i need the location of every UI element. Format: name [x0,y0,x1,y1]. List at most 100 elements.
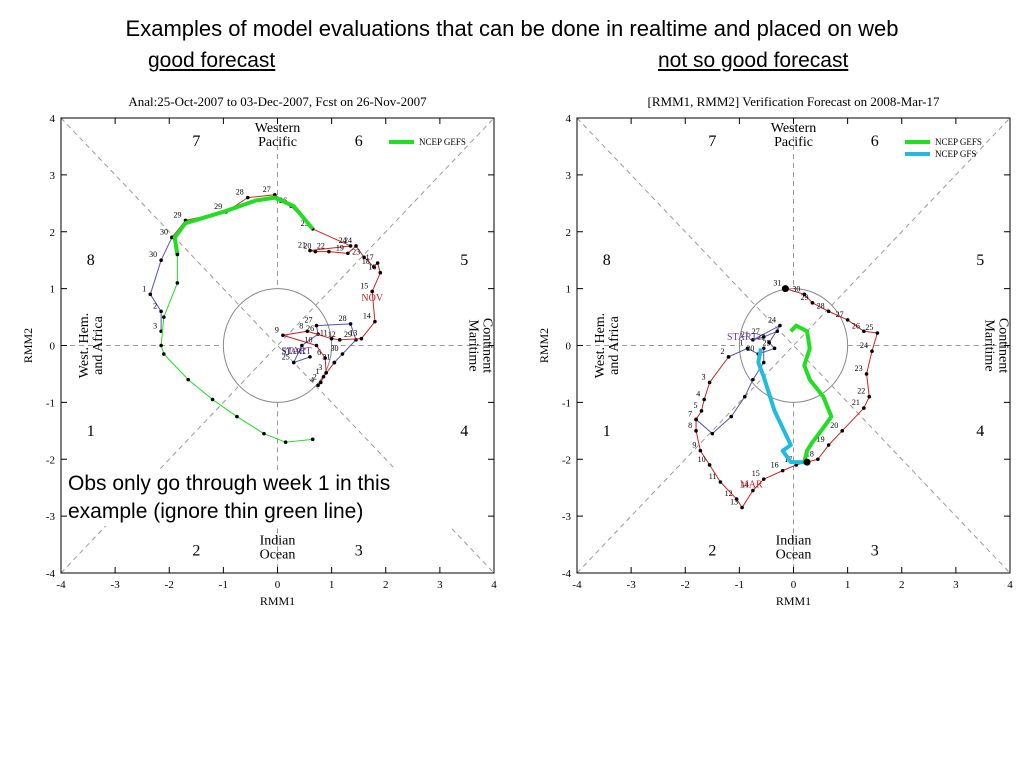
x-tick-label: 4 [1007,579,1013,591]
phase-number: 7 [708,133,716,150]
data-point-label: 21 [298,241,306,250]
phase-number: 8 [87,252,95,269]
legend-label: NCEP GEFS [419,137,466,147]
data-point [707,463,712,467]
data-point-label: 28 [817,301,825,310]
data-point [694,417,698,422]
data-point-label: 3 [153,321,157,330]
chart-title: [RMM1, RMM2] Verification Forecast on 20… [648,94,940,109]
left-phase-diagram-panel: Anal:25-Oct-2007 to 03-Dec-2007, Fcst on… [14,88,504,613]
data-point-label: 30 [792,284,800,293]
data-point [751,488,755,493]
x-tick-label: -3 [627,579,637,591]
phase-number: 5 [460,252,468,269]
phase-number: 3 [871,542,879,559]
right-phase-diagram: [RMM1, RMM2] Verification Forecast on 20… [530,88,1020,613]
data-point [291,360,296,365]
good-forecast-label: good forecast [148,49,276,72]
data-point [772,346,777,351]
data-point-label: 1 [316,367,320,376]
region-label-western-pacific: Western [255,121,301,136]
x-tick-label: -2 [165,579,174,591]
data-point [826,309,831,314]
data-point-label: 26 [852,321,860,330]
data-point [272,192,277,197]
data-point [283,440,288,444]
data-point-label: 29 [800,293,808,302]
data-point [186,377,190,382]
y-tick-label: -1 [562,397,571,409]
data-point-label: 31 [773,279,781,288]
data-point [867,394,872,399]
data-point-label: 24 [768,316,776,325]
data-point [745,346,750,351]
data-point [316,383,320,388]
data-point [313,249,318,254]
data-point-label: 27 [836,310,844,319]
data-point [375,261,380,265]
month-label: MAR [740,480,763,491]
data-point [162,352,166,356]
data-point-label: 10 [304,336,312,345]
legend-label: NCEP GFS [935,149,976,159]
phase-number: 2 [192,542,200,559]
data-point-label: 4 [310,375,314,384]
series-line-ncep-gefs [172,195,315,255]
data-point-label: 3 [318,363,322,372]
data-point [324,371,329,375]
phase-number: 3 [355,542,363,559]
region-label-indian-ocean: Indian [260,534,296,549]
legend-label: NCEP GEFS [935,137,982,147]
month-label: START [727,332,757,343]
data-point-label: 9 [692,441,696,450]
data-point-label: 18 [806,449,814,458]
y-tick-label: 0 [50,341,56,353]
data-point [210,397,215,402]
data-point-label: 20 [746,344,754,353]
x-tick-label: 0 [275,579,281,591]
data-point [354,244,358,248]
x-tick-label: 1 [845,579,851,591]
phase-number: 1 [603,423,611,440]
data-point [148,292,153,297]
data-point [329,336,334,341]
data-point-label: START [282,347,306,356]
x-tick-label: 4 [491,579,497,591]
y-axis-label: RMM2 [537,328,551,363]
data-point [803,458,811,466]
data-point [314,323,319,328]
data-point-label: 15 [752,469,760,478]
data-point [751,338,755,342]
data-point-label: 19 [336,243,344,252]
data-point [300,343,304,348]
y-tick-label: -2 [46,454,55,466]
month-label: NOV [361,293,383,304]
data-point [761,360,766,365]
month-label: START [281,346,311,357]
data-point [726,355,731,359]
phase-number: 1 [87,423,95,440]
data-point [778,323,782,328]
data-point-label: 12 [328,330,336,339]
data-point [323,356,327,360]
region-label-west-hem-africa: and Africa [607,315,622,374]
data-point-label: 21 [741,330,749,339]
data-point [348,322,353,326]
data-point [781,285,789,293]
data-point [281,333,285,338]
phase-number: 2 [708,542,716,559]
diagonal-guide [60,117,495,574]
y-tick-label: -4 [562,568,572,580]
data-point-label: 2 [153,301,157,310]
data-point [159,343,163,348]
data-point [718,480,723,484]
data-point [862,329,866,334]
data-point-label: 21 [852,398,860,407]
data-point [698,448,703,453]
data-point-label: 7 [688,409,692,418]
chart-background [530,88,1020,613]
x-tick-label: 2 [383,579,389,591]
data-point-label: 29 [344,330,352,339]
amplitude-circle [738,288,849,403]
data-point-label: 26 [306,324,314,333]
